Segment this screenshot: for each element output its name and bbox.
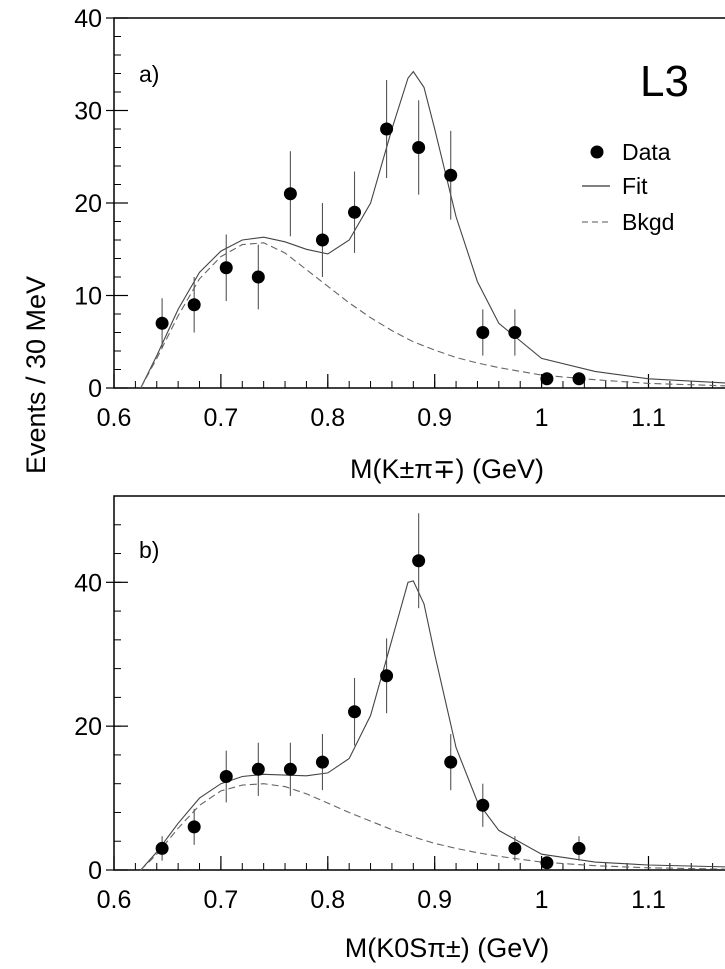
y-tick-label: 40 (74, 569, 102, 597)
x-tick-label: 0.9 (417, 404, 452, 432)
panel-a-curves (140, 70, 725, 389)
x-axis-label: M(K0Sπ±) (GeV) (345, 933, 549, 963)
panel-b-x-axis-label: M(K0Sπ±) (GeV) (345, 933, 549, 963)
panel-a-frame (113, 17, 725, 389)
data-point (540, 372, 554, 386)
legend-bkgd-label: Bkgd (622, 209, 674, 235)
data-point (412, 141, 426, 154)
panel-b-frame (113, 495, 725, 871)
panel-a: a) L3 0.6 0.7 0.8 0.9 1 1.1 0 10 20 30 40 M(K±π∓) … (74, 5, 725, 484)
panel-b-data-points (155, 513, 586, 870)
panel-b-axes: 0.6 0.7 0.8 0.9 1 1.1 0 20 40 (74, 495, 714, 914)
data-point (187, 298, 201, 312)
legend: Data Fit Bkgd (582, 139, 674, 235)
data-point (219, 770, 233, 783)
data-point (540, 856, 554, 870)
data-point (380, 669, 394, 683)
panel-b-label: b) (139, 537, 159, 563)
data-point (348, 705, 362, 719)
panel-a-data-points (155, 79, 586, 386)
data-point (155, 316, 169, 330)
panel-a-label: a) (139, 61, 159, 87)
y-tick-label: 30 (74, 98, 102, 126)
x-tick-label: 0.6 (97, 886, 132, 914)
panel-a-axes: 0.6 0.7 0.8 0.9 1 1.1 0 10 20 30 40 (74, 5, 714, 432)
fit-curve (140, 70, 725, 389)
legend-data-marker (590, 145, 604, 159)
y-tick-label: 0 (88, 857, 102, 885)
panel-b: b) 0.6 0.7 0.8 0.9 1 1.1 0 20 40 M(K0Sπ±) (GeV) (74, 495, 725, 963)
data-point (508, 326, 522, 339)
data-point (508, 841, 522, 855)
x-tick-label: 1.1 (631, 886, 666, 914)
data-point (444, 755, 458, 769)
x-tick-label: 1 (535, 886, 549, 914)
data-point (476, 326, 490, 339)
data-point (283, 187, 297, 201)
x-tick-label: 0.6 (97, 404, 132, 432)
y-axis-label: Events / 30 MeV (21, 276, 51, 474)
y-tick-label: 20 (74, 190, 102, 218)
x-axis-label: M(K±π∓) (GeV) (350, 454, 544, 484)
x-tick-label: 1 (535, 404, 549, 432)
x-tick-label: 1.1 (631, 404, 666, 432)
y-tick-label: 0 (88, 375, 102, 403)
x-tick-label: 0.8 (310, 404, 345, 432)
x-tick-label: 0.7 (204, 886, 239, 914)
data-point (283, 762, 297, 776)
bkgd-curve (140, 783, 725, 871)
panel-a-x-axis-label: M(K±π∓) (GeV) (350, 454, 544, 484)
panel-b-curves (140, 580, 725, 871)
y-tick-label: 40 (74, 5, 102, 33)
data-point (444, 168, 458, 182)
data-point (251, 270, 265, 284)
data-point (476, 798, 490, 812)
data-point (219, 261, 233, 275)
y-tick-label: 10 (74, 283, 102, 311)
y-tick-label: 20 (74, 713, 102, 741)
fit-curve (140, 580, 725, 871)
data-point (315, 233, 329, 247)
x-tick-label: 0.9 (417, 886, 452, 914)
data-point (251, 762, 265, 776)
legend-data-label: Data (622, 139, 671, 165)
data-point (315, 755, 329, 769)
data-point (412, 554, 426, 568)
experiment-label: L3 (640, 57, 689, 106)
data-point (187, 820, 201, 834)
data-point (348, 205, 362, 219)
data-point (572, 841, 586, 855)
data-point (155, 841, 169, 855)
data-point (572, 372, 586, 386)
legend-fit-label: Fit (622, 173, 648, 199)
x-tick-label: 0.8 (310, 886, 345, 914)
x-tick-label: 0.7 (204, 404, 239, 432)
data-point (380, 122, 394, 136)
